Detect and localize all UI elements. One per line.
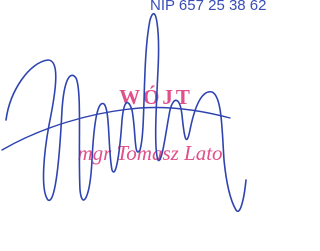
signature (6, 14, 246, 212)
stamp: NIP 657 25 38 62 WÓJT mgr Tomasz Lato (0, 0, 266, 251)
nip: NIP 657 25 38 62 (150, 0, 266, 14)
stamp-page: NIP 657 25 38 62 WÓJT mgr Tomasz Lato (0, 0, 266, 251)
name: mgr Tomasz Lato (77, 141, 222, 165)
